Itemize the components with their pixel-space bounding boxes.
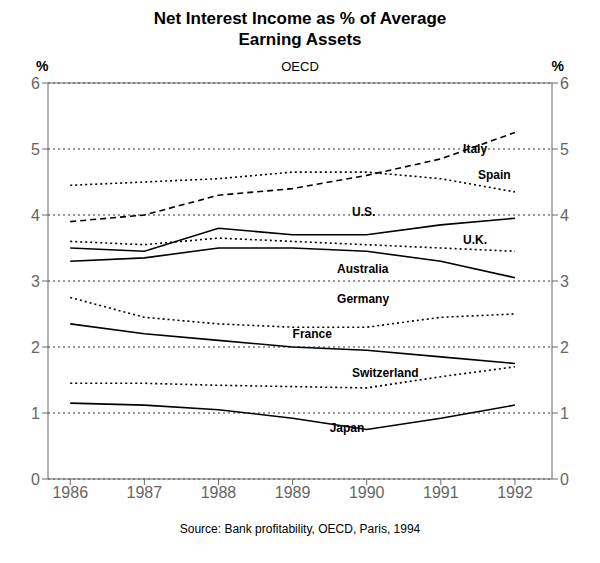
svg-text:1986: 1986: [52, 484, 88, 501]
html-text:Net Interest Income as % of Av: Net Interest Income as % of Average Earn…: [153, 9, 447, 49]
html-text:OECD: OECD: [281, 59, 319, 74]
svg-text:0: 0: [31, 471, 40, 488]
svg-text:1: 1: [31, 405, 40, 422]
svg-text:3: 3: [560, 273, 569, 290]
svg-text:5: 5: [560, 141, 569, 158]
svg-text:1988: 1988: [201, 484, 237, 501]
svg-text:1987: 1987: [127, 484, 163, 501]
svg-text:6: 6: [31, 75, 40, 92]
svg-text:Germany: Germany: [337, 292, 389, 306]
svg-text:4: 4: [560, 207, 569, 224]
svg-text:4: 4: [31, 207, 40, 224]
svg-text:Japan: Japan: [330, 421, 365, 435]
svg-text:France: France: [293, 327, 333, 341]
svg-text:1991: 1991: [423, 484, 459, 501]
svg-text:Switzerland: Switzerland: [352, 366, 419, 380]
svg-text:Italy: Italy: [463, 142, 487, 156]
svg-text:6: 6: [560, 75, 569, 92]
svg-text:1989: 1989: [275, 484, 311, 501]
svg-text:1: 1: [560, 405, 569, 422]
svg-text:U.K.: U.K.: [463, 233, 487, 247]
svg-text:1992: 1992: [497, 484, 533, 501]
svg-text:Spain: Spain: [478, 168, 511, 182]
svg-text:Australia: Australia: [337, 262, 389, 276]
svg-text:2: 2: [560, 339, 569, 356]
svg-text:0: 0: [560, 471, 569, 488]
html-text:Source: Bank profitability, OE: Source: Bank profitability, OECD, Paris,…: [179, 522, 421, 536]
svg-text:3: 3: [31, 273, 40, 290]
svg-text:1990: 1990: [349, 484, 385, 501]
svg-text:U.S.: U.S.: [352, 205, 375, 219]
svg-text:2: 2: [31, 339, 40, 356]
svg-text:5: 5: [31, 141, 40, 158]
